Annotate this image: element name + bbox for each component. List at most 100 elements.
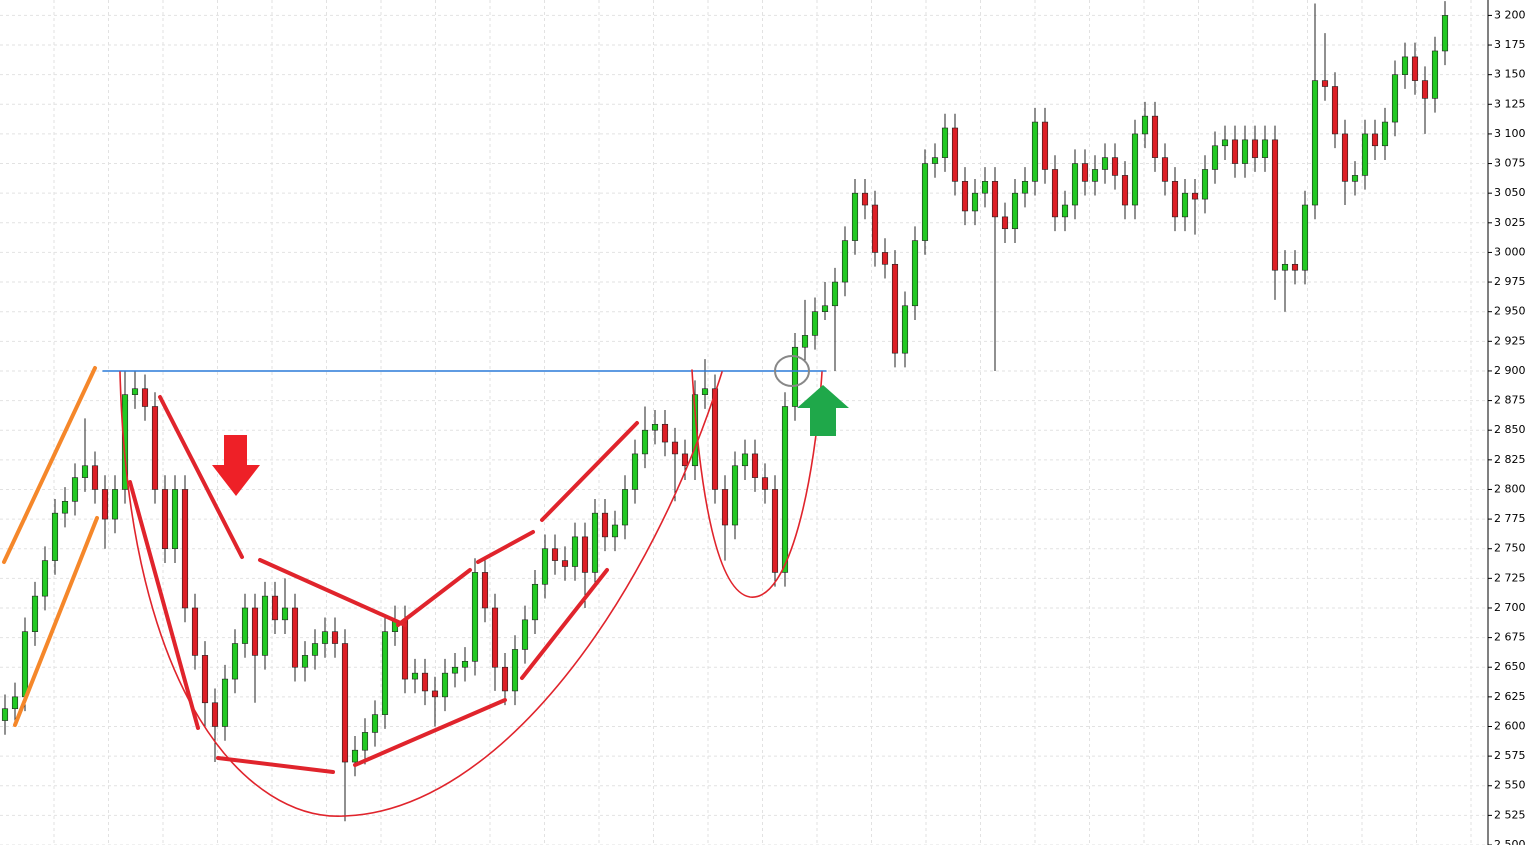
candle-body [91,465,99,490]
candle-body [781,406,789,573]
candle-body [1421,80,1429,99]
candle-body [641,429,649,455]
candle-body [961,181,969,212]
candle-body [301,655,309,668]
y-tick-label: 2 775 [1494,512,1526,525]
candle-body [751,453,759,478]
candle-body [1001,216,1009,230]
y-tick-label: 2 825 [1494,453,1526,466]
trend-line [2,366,97,564]
candle-body [361,732,369,751]
candle-body [1071,163,1079,206]
candle-body [331,631,339,644]
candle-body [1151,115,1159,158]
candle-body [621,489,629,526]
candle-body [651,423,659,431]
candle-body [121,394,129,490]
y-tick-label: 2 575 [1494,749,1526,762]
y-tick-label: 2 800 [1494,482,1526,495]
candle-body [1441,15,1449,52]
y-tick-label: 2 900 [1494,364,1526,377]
candle-body [681,453,689,467]
y-axis: 2 500 2 525 2 550 2 575 2 600 2 625 2 650 2 675… [1488,8,1526,845]
candle-body [581,536,589,573]
candle-body [991,181,999,218]
candle-body [281,607,289,621]
candle-body [51,512,59,561]
candle-body [871,204,879,253]
candle-body [611,524,619,538]
candle-body [421,672,429,692]
candle-body [561,560,569,567]
candle-body [241,607,249,644]
y-tick-label: 3 000 [1494,245,1526,258]
y-tick-label: 2 925 [1494,334,1526,347]
candle-body [891,263,899,354]
y-tick-label: 3 025 [1494,216,1526,229]
candle-body [1351,175,1359,182]
candle-body [1011,192,1019,230]
y-tick-label: 3 125 [1494,97,1526,110]
candles [1,1,1449,822]
candle-body [131,388,139,395]
y-tick-label: 2 875 [1494,394,1526,407]
candle-body [591,512,599,573]
candle-body [1101,157,1109,170]
candle-body [491,607,499,668]
candle-body [471,572,479,662]
candle-body [1271,139,1279,271]
y-tick-label: 2 700 [1494,601,1526,614]
candle-body [31,595,39,632]
y-tick-label: 2 950 [1494,305,1526,318]
candle-body [1291,263,1299,271]
candle-body [761,477,769,490]
handle-curve [691,369,823,598]
candle-body [901,305,909,354]
candle-body [731,465,739,526]
candle-body [701,388,709,395]
candle-body [821,305,829,312]
candle-body [251,607,259,656]
candle-body [981,181,989,194]
candle-body [881,252,889,265]
y-tick-label: 3 075 [1494,157,1526,170]
candle-body [1341,133,1349,182]
candle-body [571,536,579,567]
candle-body [1231,139,1239,164]
y-tick-label: 2 525 [1494,808,1526,821]
y-tick-label: 2 750 [1494,542,1526,555]
candle-body [1281,263,1289,271]
candle-body [1361,133,1369,176]
candle-body [221,678,229,727]
candle-body [181,489,189,609]
candle-body [261,595,269,656]
trend-line [13,516,99,727]
candle-body [441,672,449,698]
candle-body [1411,56,1419,81]
candle-body [1131,133,1139,206]
candle-body [921,163,929,241]
candle-body [61,501,69,514]
horizontal-grid [0,14,1488,845]
candle-body [311,643,319,656]
candle-body [71,477,79,502]
candle-body [1181,192,1189,218]
candle-body [1261,139,1269,158]
candle-body [341,643,349,763]
candle-body [1221,139,1229,147]
candle-body [631,453,639,490]
candle-body [1111,157,1119,176]
y-tick-label: 2 975 [1494,275,1526,288]
candle-body [1311,80,1319,206]
candle-body [831,281,839,307]
candle-body [661,423,669,443]
y-tick-label: 2 550 [1494,779,1526,792]
candle-body [271,595,279,621]
candle-body [801,335,809,348]
y-tick-label: 3 050 [1494,186,1526,199]
candle-body [1161,157,1169,182]
annotations [2,355,849,817]
candle-body [1021,181,1029,194]
candle-body [941,127,949,158]
